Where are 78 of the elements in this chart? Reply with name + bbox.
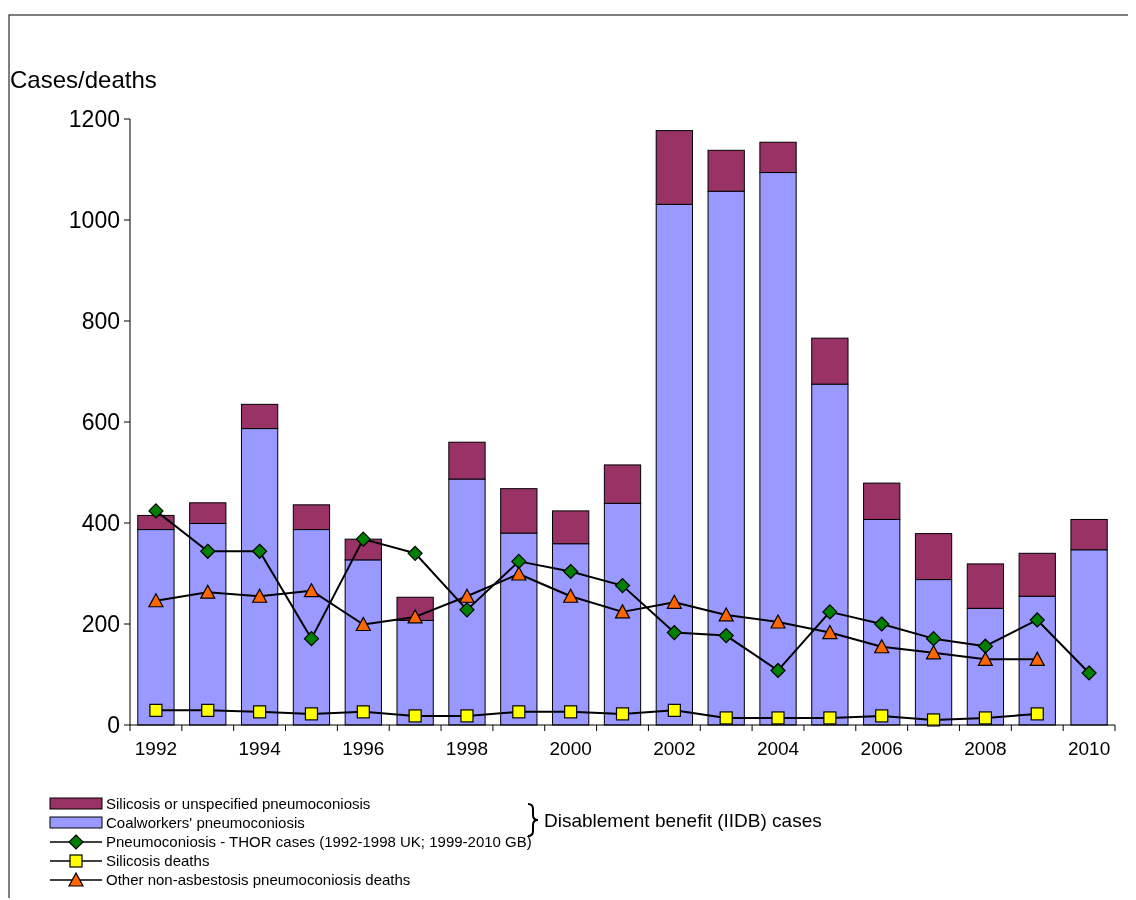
point <box>408 709 422 723</box>
point <box>252 543 268 559</box>
point <box>303 583 320 598</box>
point <box>356 705 370 719</box>
point <box>512 705 526 719</box>
point <box>564 705 578 719</box>
point <box>1081 665 1097 681</box>
point <box>148 593 164 608</box>
point <box>874 639 890 654</box>
x-tick-label: 1994 <box>238 738 282 759</box>
point <box>770 614 786 629</box>
y-axis-title: Cases/deaths <box>10 66 157 93</box>
point <box>822 624 838 640</box>
legend-label: Other non-asbestosis pneumoconiosis deaths <box>106 871 411 888</box>
point <box>149 703 163 717</box>
point <box>666 624 682 641</box>
point <box>719 711 733 725</box>
point <box>511 553 527 569</box>
x-tick-label: 2002 <box>653 738 696 759</box>
point <box>771 711 785 725</box>
point <box>926 713 941 727</box>
y-tick-label: 1000 <box>68 207 120 233</box>
x-tick-label: 2010 <box>1067 738 1111 759</box>
point <box>1029 612 1045 628</box>
legend-label: Coalworkers' pneumoconiosis <box>106 814 305 831</box>
point <box>201 703 215 717</box>
y-tick-label: 800 <box>81 308 120 334</box>
point <box>874 616 890 632</box>
point <box>718 628 734 644</box>
point <box>925 631 942 647</box>
point <box>1030 707 1044 721</box>
point <box>200 584 216 599</box>
point <box>718 607 734 622</box>
x-tick-label: 2006 <box>860 738 903 759</box>
point <box>978 711 992 725</box>
y-tick-label: 600 <box>81 409 120 435</box>
text: Disablement benefit (IIDB) cases <box>544 810 822 831</box>
point <box>875 709 889 723</box>
point <box>355 531 371 547</box>
point <box>460 709 474 723</box>
point <box>304 707 319 721</box>
x-tick-label: 1996 <box>342 738 385 759</box>
point <box>459 602 475 618</box>
point <box>1029 651 1045 666</box>
point <box>977 651 993 666</box>
point <box>822 604 838 620</box>
point <box>614 578 631 594</box>
legend-label: Silicosis deaths <box>106 852 210 869</box>
x-tick-label: 2008 <box>964 738 1007 759</box>
point <box>770 662 786 679</box>
point <box>615 707 630 721</box>
x-tick-label: 1998 <box>445 738 489 759</box>
point <box>925 645 942 660</box>
point <box>563 563 579 580</box>
point <box>563 588 579 603</box>
y-tick-label: 1200 <box>68 106 120 132</box>
x-tick-label: 2000 <box>549 738 592 759</box>
y-tick-label: 200 <box>81 611 120 637</box>
point <box>459 588 475 603</box>
point <box>666 594 682 609</box>
y-tick-label: 0 <box>107 712 120 738</box>
y-tick-label: 400 <box>81 510 120 536</box>
point <box>148 503 164 519</box>
point <box>200 543 216 559</box>
point <box>511 566 527 581</box>
point <box>667 703 681 717</box>
legend-label: Pneumoconiosis - THOR cases (1992-1998 UK; 1999-2010 GB) <box>106 833 532 850</box>
point <box>614 604 631 619</box>
point <box>303 631 320 647</box>
point <box>823 711 837 725</box>
point <box>355 616 371 632</box>
legend-label: Silicosis or unspecified pneumoconiosis <box>106 795 371 812</box>
x-tick-label: 1992 <box>134 738 178 759</box>
point <box>253 705 267 719</box>
point <box>407 545 423 561</box>
x-tick-label: 2004 <box>756 738 800 759</box>
point <box>977 638 993 654</box>
point <box>252 588 268 603</box>
